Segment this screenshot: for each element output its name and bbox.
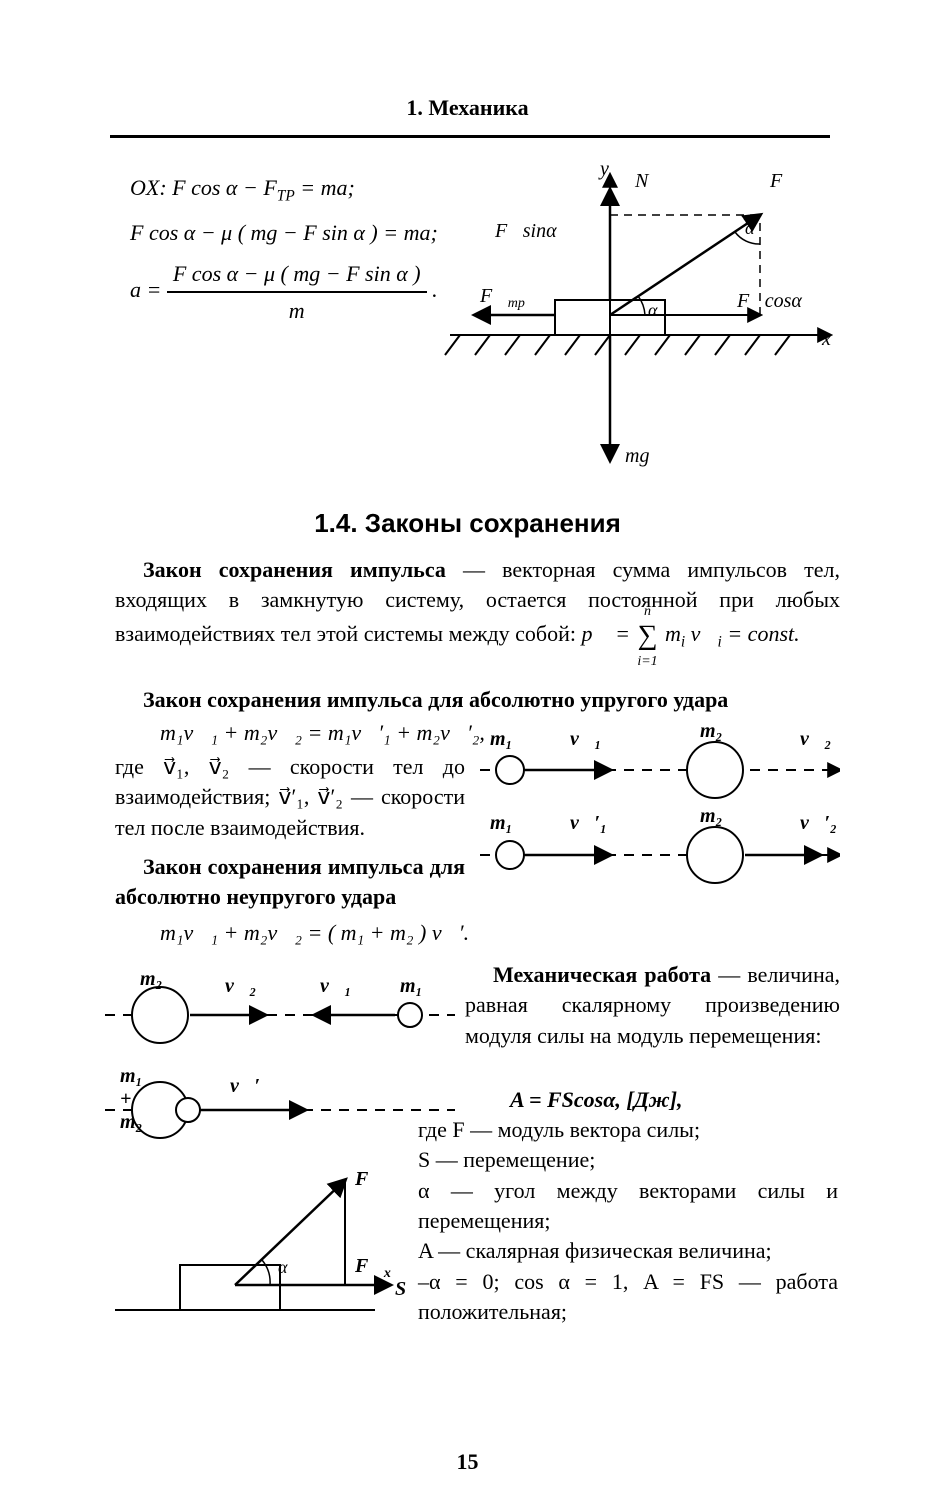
figure-force-diagram	[440, 160, 840, 490]
eq3-num: F cos α − μ ( mg − F sin α )	[167, 256, 427, 291]
fig1-mg: mg⃗	[625, 445, 665, 468]
fw-S: S⃗	[395, 1278, 422, 1301]
paragraph-1: Закон сохранения импульса — векторная су…	[115, 555, 840, 656]
fw-alpha: α	[278, 1257, 287, 1278]
p1-formula: p⃗ = n ∑ i=1 mi v⃗i = const.	[582, 621, 800, 646]
eq-line-3: a = F cos α − μ ( mg − F sin α ) m .	[130, 256, 438, 328]
in-vp: v⃗′	[230, 1075, 260, 1098]
p1-const: = const.	[722, 621, 800, 646]
in-v1: v⃗₁	[320, 975, 351, 998]
eq-line-2: F cos α − μ ( mg − F sin α ) = ma;	[130, 215, 438, 250]
in-v2: v⃗₂	[225, 975, 256, 998]
fig1-N: N⃗	[635, 170, 664, 193]
mech-head: Механическая работа	[493, 962, 711, 987]
mech-F: где F — модуль вектора силы;	[418, 1115, 838, 1145]
chapter-header: 1. Механика	[0, 95, 935, 121]
el-m2a: m₂	[700, 720, 723, 743]
eq1-sub: ТР	[277, 187, 295, 204]
fig1-F: F⃗	[770, 170, 798, 193]
p1-v: v⃗	[685, 621, 717, 646]
equation-block: OX: F cos α − FТР = ma; F cos α − μ ( mg…	[130, 170, 438, 335]
mech-A: A — скалярная физическая величина;	[418, 1236, 838, 1266]
fig1-Ftr: F⃗тр	[480, 285, 525, 312]
el-v2a: v⃗₂	[800, 728, 831, 751]
fig1-Fsin: F⃗sinα	[495, 220, 557, 243]
el-v1a: v⃗₁	[570, 728, 601, 751]
fw-Fx: F⃗x	[355, 1255, 391, 1282]
mech-S: S — перемещение;	[418, 1145, 838, 1175]
p1-head: Закон сохранения импульса	[143, 557, 446, 582]
paragraph-3: Закон сохранения импульса для абсолютно …	[115, 852, 465, 913]
fig1-y: y	[600, 158, 609, 181]
el-v2b: v⃗′₂	[800, 812, 837, 835]
in-m1m2: m₁ + m₂	[120, 1065, 143, 1134]
fig1-Ftr-sub: тр	[508, 296, 525, 311]
fw-F: F⃗	[355, 1168, 384, 1191]
sum-top: n	[635, 602, 659, 621]
mech-alpha: α — угол между векторами силы и перемеще…	[418, 1176, 838, 1237]
fig1-Fcos: F⃗cosα	[737, 290, 802, 313]
header-rule	[110, 135, 830, 138]
in-m2: m₂	[140, 968, 163, 991]
eq1-tail: = ma;	[295, 175, 355, 200]
mech-case: –α = 0; cos α = 1, A = FS — работа полож…	[418, 1267, 838, 1328]
eq3-lhs: a =	[130, 277, 167, 302]
sum-bot: i=1	[635, 652, 659, 671]
el-v1b: v⃗′₁	[570, 812, 607, 835]
eq1-prefix: OX:	[130, 175, 167, 200]
p3-head: Закон сохранения импульса для абсолютно …	[115, 854, 465, 909]
mech-defs: где F — модуль вектора силы; S — перемещ…	[418, 1115, 838, 1328]
in-m1: m₁	[400, 975, 423, 998]
mech-formula: A = FScosα, [Дж],	[510, 1085, 683, 1115]
fw-Fx-sub: x	[384, 1266, 391, 1281]
fw-Fx-sym: F⃗	[355, 1255, 384, 1277]
eq3-end: .	[432, 277, 438, 302]
el-m1b: m₁	[490, 812, 513, 835]
fig1-alpha1: α	[648, 300, 657, 321]
p1-lhs: p⃗ =	[582, 621, 636, 646]
mech-work-block: Механическая работа — величина, равная с…	[465, 960, 840, 1051]
p1-mi: m	[665, 621, 681, 646]
chapter-label: 1. Механика	[406, 95, 528, 120]
sigma-icon: ∑	[638, 620, 658, 651]
mech-formula-text: A = FScosα, [Дж],	[510, 1087, 683, 1112]
page-number: 15	[0, 1449, 935, 1475]
fig1-x: x	[822, 328, 831, 351]
sum-symbol: n ∑ i=1	[635, 616, 659, 656]
eq1-rest: F cos α − F	[172, 175, 277, 200]
paragraph-2: Закон сохранения импульса для абсолютно …	[115, 685, 840, 715]
p3-formula: m₁v⃗₁ + m₂v⃗₂ = ( m₁ + m₂ ) v⃗′.	[160, 918, 560, 948]
section-title: 1.4. Законы сохранения	[0, 508, 935, 539]
page: 1. Механика OX: F cos α − FТР = ma; F co…	[0, 0, 935, 1500]
eq3-fraction: F cos α − μ ( mg − F sin α ) m	[167, 256, 427, 328]
fig1-Ftr-sym: F⃗	[480, 285, 508, 307]
fig1-alpha2: α	[745, 218, 754, 239]
eq3-den: m	[167, 291, 427, 328]
p2-head: Закон сохранения импульса для абсолютно …	[143, 687, 728, 712]
el-m1a: m₁	[490, 728, 513, 751]
p2-tail: где v⃗₁, v⃗₂ — скорости тел до взаимодей…	[115, 752, 465, 843]
el-m2b: m₂	[700, 805, 723, 828]
figure-elastic-collision	[480, 720, 840, 890]
eq-line-1: OX: F cos α − FТР = ma;	[130, 170, 438, 209]
